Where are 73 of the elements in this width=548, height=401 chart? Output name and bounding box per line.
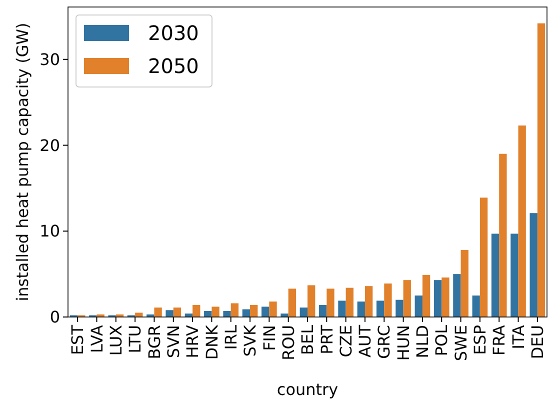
bar xyxy=(376,300,384,317)
bar xyxy=(460,250,468,317)
x-tick-label: DEU xyxy=(528,325,548,360)
x-tick-label: SVN xyxy=(164,325,183,358)
legend-label: 2030 xyxy=(148,21,199,45)
bar xyxy=(434,280,442,317)
bar xyxy=(403,280,411,317)
x-axis-title: country xyxy=(276,380,338,399)
x-tick-label: GRC xyxy=(374,325,394,359)
x-tick-label: BGR xyxy=(144,325,164,360)
x-tick-label: HRV xyxy=(183,324,202,358)
bar xyxy=(173,308,182,317)
legend-label: 2050 xyxy=(148,54,199,78)
x-tick-label: BEL xyxy=(298,324,318,355)
bar xyxy=(280,314,288,317)
x-tick-label: FIN xyxy=(260,325,279,351)
bar xyxy=(212,306,220,317)
bar xyxy=(308,285,316,317)
x-tick-label: EST xyxy=(68,324,88,356)
x-tick-label: FRA xyxy=(490,324,509,356)
x-tick-label: CZE xyxy=(336,325,356,358)
bar xyxy=(442,278,450,317)
bar xyxy=(250,304,258,317)
bar xyxy=(480,198,488,317)
x-tick-label: PRT xyxy=(317,324,336,354)
x-tick-label: AUT xyxy=(356,324,375,358)
bar xyxy=(499,154,507,317)
bar xyxy=(422,274,430,317)
x-tick-label: LVA xyxy=(87,324,106,354)
bar xyxy=(530,213,538,317)
x-tick-label: POL xyxy=(432,324,452,356)
x-tick-label: ITA xyxy=(508,324,528,350)
bar xyxy=(537,23,546,317)
bar xyxy=(135,312,143,317)
y-tick-label: 10 xyxy=(40,222,60,241)
bar xyxy=(510,234,518,317)
bar xyxy=(230,303,239,317)
x-tick-label: LTU xyxy=(126,325,145,354)
bar xyxy=(357,302,365,317)
bar xyxy=(166,310,174,317)
bar xyxy=(453,274,461,317)
x-tick-label: NLD xyxy=(413,325,432,358)
bar xyxy=(491,234,500,317)
bar xyxy=(384,284,392,317)
bar xyxy=(518,126,526,317)
bar xyxy=(326,288,334,317)
x-tick-label: LUX xyxy=(106,324,126,356)
x-tick-label: DNK xyxy=(202,324,222,360)
x-tick-label: ROU xyxy=(278,325,298,360)
bar xyxy=(269,302,277,317)
x-tick-label: SVK xyxy=(240,324,260,357)
x-tick-label: SWE xyxy=(451,325,470,362)
x-tick-label: HUN xyxy=(394,325,413,361)
y-tick-label: 20 xyxy=(40,136,60,155)
bar xyxy=(192,304,200,317)
bar xyxy=(262,306,270,317)
y-tick-label: 0 xyxy=(50,308,60,327)
bar xyxy=(346,288,354,317)
bar xyxy=(154,308,162,317)
bar xyxy=(472,296,480,317)
bar xyxy=(364,286,373,317)
bar xyxy=(223,310,231,317)
bar xyxy=(414,296,422,317)
bar xyxy=(396,300,404,317)
bar xyxy=(318,304,327,317)
bar xyxy=(338,300,346,317)
y-axis-title: installed heat pump capacity (GW) xyxy=(13,22,32,302)
x-tick-label: ESP xyxy=(470,324,490,355)
x-tick-label: IRL xyxy=(221,324,240,350)
y-tick-label: 30 xyxy=(40,50,60,69)
bar xyxy=(204,310,212,317)
bar xyxy=(300,308,308,317)
bar xyxy=(288,288,296,317)
